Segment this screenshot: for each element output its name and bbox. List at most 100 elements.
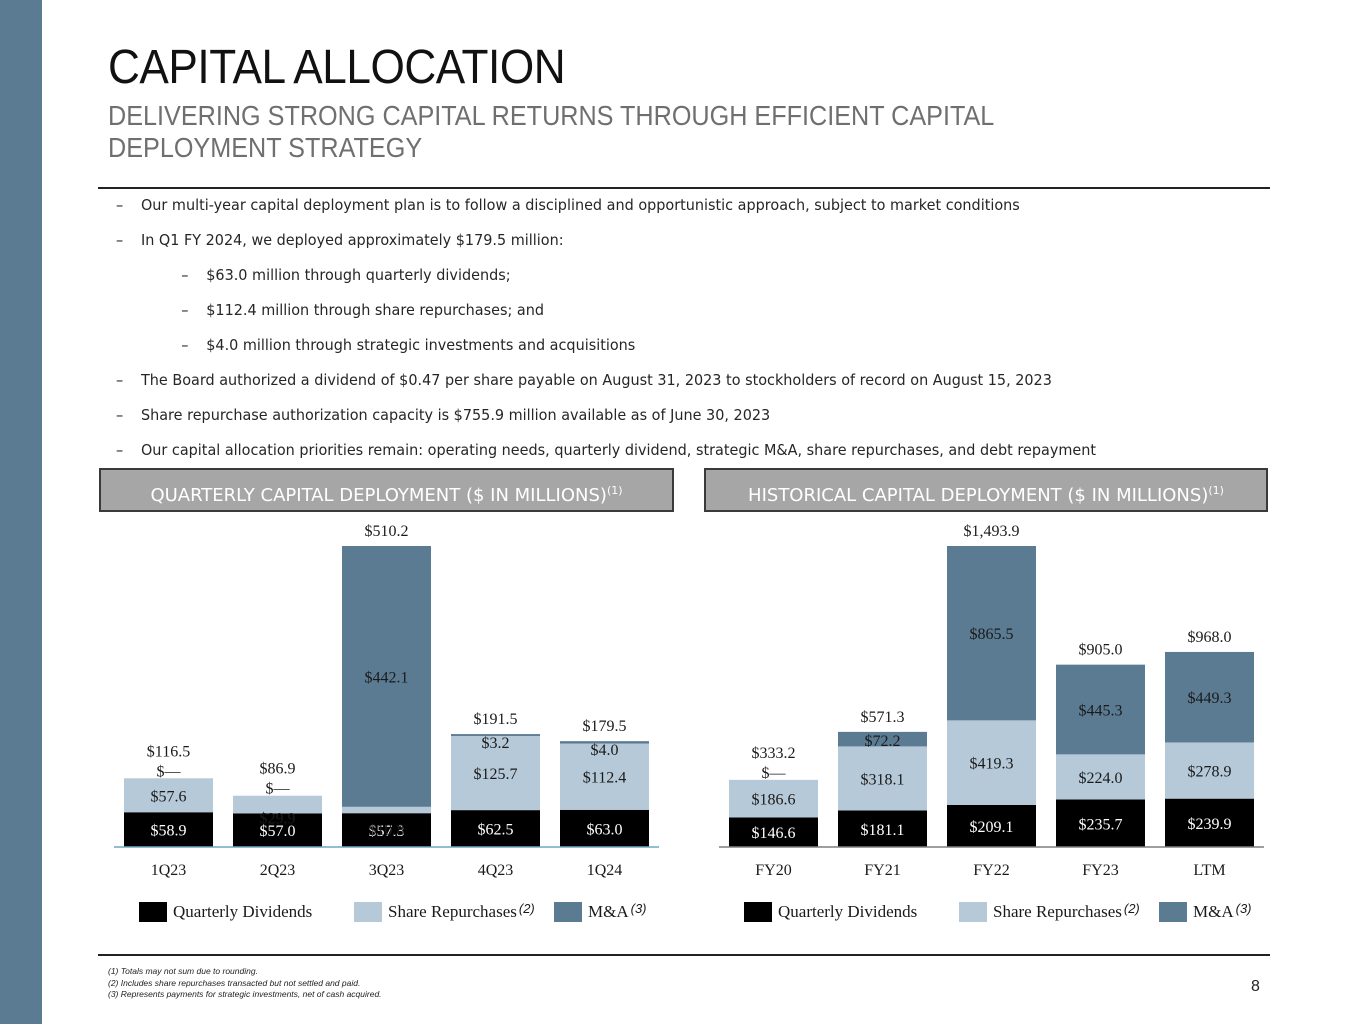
bar-segment-quarterly-dividends bbox=[729, 817, 818, 847]
bar-segment-quarterly-dividends bbox=[451, 810, 540, 847]
bullet-text: In Q1 FY 2024, we deployed approximately… bbox=[140, 231, 564, 249]
historical-deployment-chart: $146.6 $186.6 $— $333.2 FY20 $181.1 $318.1 $72.… bbox=[719, 523, 1264, 922]
legend-footnote-marker: (2) bbox=[519, 901, 535, 916]
bar-segment-m-a bbox=[560, 741, 649, 744]
bar-segment-share-repurchases bbox=[947, 720, 1036, 805]
bullet-dash: – bbox=[116, 406, 124, 424]
bullet-text: $112.4 million through share repurchases… bbox=[206, 301, 544, 319]
footnote: (2) Includes share repurchases transacte… bbox=[108, 977, 361, 988]
data-label: $29.9 bbox=[260, 811, 296, 828]
bar-segment-share-repurchases bbox=[342, 806, 431, 814]
data-label: $181.1 bbox=[861, 822, 905, 839]
data-label: $72.2 bbox=[865, 733, 901, 750]
x-tick-label: 2Q23 bbox=[260, 862, 296, 879]
bullet-text: Share repurchase authorization capacity … bbox=[140, 406, 771, 424]
legend-footnote-marker: (3) bbox=[631, 901, 647, 916]
data-label: $112.4 bbox=[583, 770, 626, 787]
footnote-marker: (1) bbox=[606, 484, 623, 497]
legend-swatch bbox=[959, 902, 987, 922]
bullet-text: $4.0 million through strategic investmen… bbox=[206, 336, 636, 354]
total-label: $86.9 bbox=[260, 761, 296, 778]
bar-segment-share-repurchases bbox=[1165, 742, 1254, 799]
data-label: $57.6 bbox=[151, 788, 187, 805]
total-label: $510.2 bbox=[365, 523, 409, 540]
bar-segment-share-repurchases bbox=[1056, 754, 1145, 800]
data-label: $186.6 bbox=[752, 792, 796, 809]
bar-segment-quarterly-dividends bbox=[560, 809, 649, 847]
data-label: $57.3 bbox=[369, 823, 405, 840]
data-label: $419.3 bbox=[970, 756, 1014, 773]
sub-bullet-item: – $112.4 million through share repurchase… bbox=[116, 297, 1220, 332]
x-tick-label: 4Q23 bbox=[478, 862, 514, 879]
legend-label: Quarterly Dividends bbox=[778, 902, 917, 921]
data-label: $— bbox=[157, 763, 182, 780]
bar-segment-m-a bbox=[342, 546, 431, 807]
bar-segment-quarterly-dividends bbox=[233, 813, 322, 847]
data-label: $3.2 bbox=[482, 735, 510, 752]
page-subtitle: DELIVERING STRONG CAPITAL RETURNS THROUG… bbox=[108, 100, 994, 163]
data-label: $449.3 bbox=[1188, 690, 1232, 707]
bullet-text: Our multi-year capital deployment plan i… bbox=[140, 196, 1020, 214]
data-label: $278.9 bbox=[1188, 764, 1232, 781]
bar-segment-share-repurchases bbox=[233, 795, 322, 814]
data-label: $865.5 bbox=[970, 626, 1014, 643]
footnotes: (1) Totals may not sum due to rounding. … bbox=[108, 966, 382, 1001]
total-label: $968.0 bbox=[1188, 629, 1232, 646]
total-label: $571.3 bbox=[861, 709, 905, 726]
bullet-dash: – bbox=[116, 196, 124, 214]
bar-segment-quarterly-dividends bbox=[1165, 798, 1254, 847]
x-tick-label: 1Q23 bbox=[151, 862, 187, 879]
data-label: $209.1 bbox=[970, 819, 1014, 836]
bar-segment-quarterly-dividends bbox=[342, 813, 431, 847]
total-label: $1,493.9 bbox=[964, 523, 1020, 540]
x-tick-label: FY23 bbox=[1082, 862, 1118, 879]
bullet-item: – Our capital allocation priorities remai… bbox=[116, 437, 1220, 472]
legend-swatch bbox=[554, 902, 582, 922]
legend-footnote-marker: (2) bbox=[1124, 901, 1140, 916]
total-label: $116.5 bbox=[147, 743, 190, 760]
legend-label: M&A bbox=[588, 902, 629, 921]
bar-segment-share-repurchases bbox=[124, 778, 213, 813]
x-tick-label: FY22 bbox=[973, 862, 1009, 879]
data-label: $239.9 bbox=[1188, 816, 1232, 833]
x-tick-label: FY21 bbox=[864, 862, 900, 879]
bullet-dash: – bbox=[181, 301, 189, 319]
bullet-item: – Share repurchase authorization capacity… bbox=[116, 402, 1220, 437]
data-label: $224.0 bbox=[1079, 770, 1123, 787]
bottom-divider bbox=[98, 954, 1270, 956]
legend-label: Share Repurchases bbox=[388, 902, 517, 921]
legend-swatch bbox=[139, 902, 167, 922]
bullet-item: – In Q1 FY 2024, we deployed approximatel… bbox=[116, 227, 1220, 262]
total-label: $333.2 bbox=[752, 745, 796, 762]
x-tick-label: LTM bbox=[1193, 862, 1225, 879]
data-label: $235.7 bbox=[1079, 816, 1123, 833]
data-label: $62.5 bbox=[478, 822, 514, 839]
bar-segment-share-repurchases bbox=[729, 779, 818, 818]
legend-label: M&A bbox=[1193, 902, 1234, 921]
data-label: $— bbox=[266, 781, 291, 798]
legend-label: Quarterly Dividends bbox=[173, 902, 312, 921]
bar-segment-m-a bbox=[1056, 664, 1145, 755]
quarterly-deployment-chart: $58.9 $57.6 $— $116.5 1Q23 $57.0$29.9 $— $86.9 2… bbox=[114, 523, 659, 922]
data-label: $63.0 bbox=[587, 821, 623, 838]
bullet-dash: – bbox=[181, 266, 189, 284]
bar-segment-quarterly-dividends bbox=[947, 804, 1036, 847]
bar-segment-m-a bbox=[947, 546, 1036, 721]
data-label: $4.0 bbox=[591, 742, 619, 759]
bar-segment-share-repurchases bbox=[560, 743, 649, 810]
legend-swatch bbox=[744, 902, 772, 922]
historical-chart-header: HISTORICAL CAPITAL DEPLOYMENT ($ IN MILL… bbox=[704, 468, 1268, 512]
data-label: $442.1 bbox=[365, 669, 409, 686]
historical-chart-header-label: HISTORICAL CAPITAL DEPLOYMENT ($ IN MILL… bbox=[748, 485, 1209, 506]
total-label: $905.0 bbox=[1079, 642, 1123, 659]
data-label: $58.9 bbox=[151, 823, 187, 840]
bullet-dash: – bbox=[181, 336, 189, 354]
quarterly-chart-header-label: QUARTERLY CAPITAL DEPLOYMENT ($ IN MILLI… bbox=[150, 485, 607, 506]
x-tick-label: 3Q23 bbox=[369, 862, 405, 879]
top-divider bbox=[98, 187, 1270, 189]
total-label: $179.5 bbox=[583, 718, 627, 735]
bullet-dash: – bbox=[116, 231, 124, 249]
bar-segment-quarterly-dividends bbox=[124, 812, 213, 847]
bullet-text: The Board authorized a dividend of $0.47… bbox=[140, 371, 1052, 389]
bar-segment-quarterly-dividends bbox=[1056, 799, 1145, 847]
